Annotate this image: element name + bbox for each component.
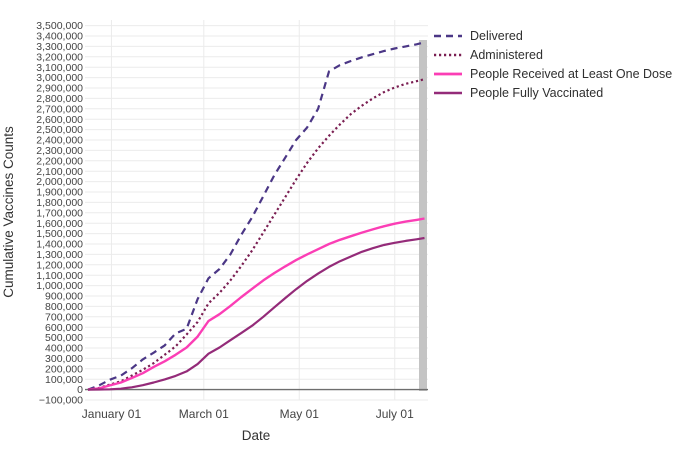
y-tick-label: 1,100,000 xyxy=(36,270,83,282)
y-tick-label: 2,400,000 xyxy=(36,135,83,147)
y-tick-label: 1,900,000 xyxy=(36,187,83,199)
series-line-delivered[interactable] xyxy=(87,41,425,391)
y-tick-label: 2,200,000 xyxy=(36,155,83,167)
x-tick-label: May 01 xyxy=(280,407,320,421)
y-tick-label: 3,200,000 xyxy=(36,51,83,63)
x-tick-label: January 01 xyxy=(82,407,142,421)
series-line-administered[interactable] xyxy=(87,78,425,391)
y-tick-label: 3,500,000 xyxy=(36,20,83,32)
legend-label: Delivered xyxy=(470,29,523,43)
right-edge-bar xyxy=(419,40,427,391)
legend-item-administered[interactable]: Administered xyxy=(433,47,672,63)
y-tick-label: 1,000,000 xyxy=(36,280,83,292)
legend: Delivered Administered People Received at … xyxy=(433,28,672,101)
series-line-people-fully-vaccinated[interactable] xyxy=(87,236,425,391)
y-tick-label: 3,300,000 xyxy=(36,41,83,53)
y-tick-label: 2,000,000 xyxy=(36,176,83,188)
y-axis-tick-labels: −100,0000100,000200,000300,000400,000500… xyxy=(36,20,83,406)
y-tick-label: 100,000 xyxy=(45,374,83,386)
y-tick-label: 1,800,000 xyxy=(36,197,83,209)
y-tick-label: 500,000 xyxy=(45,332,83,344)
y-tick-label: 3,100,000 xyxy=(36,62,83,74)
y-tick-label: 1,700,000 xyxy=(36,207,83,219)
x-tick-label: March 01 xyxy=(179,407,229,421)
legend-swatch-line xyxy=(434,34,462,38)
x-tick-label: July 01 xyxy=(376,407,414,421)
y-tick-label: 0 xyxy=(77,384,83,396)
y-tick-label: 300,000 xyxy=(45,353,83,365)
legend-swatch-line xyxy=(434,53,462,57)
y-tick-label: 2,600,000 xyxy=(36,114,83,126)
y-tick-label: 600,000 xyxy=(45,322,83,334)
data-series-lines xyxy=(87,41,425,391)
x-axis-title: Date xyxy=(242,428,271,443)
legend-item-people-received-at-least-one-dose[interactable]: People Received at Least One Dose xyxy=(433,66,672,82)
legend-item-delivered[interactable]: Delivered xyxy=(433,28,672,44)
y-tick-label: 900,000 xyxy=(45,291,83,303)
y-tick-label: 1,400,000 xyxy=(36,239,83,251)
legend-label: Administered xyxy=(470,48,543,62)
y-tick-label: 800,000 xyxy=(45,301,83,313)
y-tick-label: 2,100,000 xyxy=(36,166,83,178)
y-tick-label: −100,000 xyxy=(39,395,83,407)
y-tick-label: 400,000 xyxy=(45,343,83,355)
y-tick-label: 200,000 xyxy=(45,363,83,375)
y-tick-label: 1,600,000 xyxy=(36,218,83,230)
y-tick-label: 1,500,000 xyxy=(36,228,83,240)
y-tick-label: 2,300,000 xyxy=(36,145,83,157)
y-tick-label: 3,400,000 xyxy=(36,31,83,43)
y-tick-label: 2,700,000 xyxy=(36,103,83,115)
vertical-gridlines xyxy=(110,20,396,401)
horizontal-gridlines xyxy=(85,25,428,401)
y-tick-label: 2,900,000 xyxy=(36,83,83,95)
legend-item-people-fully-vaccinated[interactable]: People Fully Vaccinated xyxy=(433,85,672,101)
y-tick-label: 700,000 xyxy=(45,311,83,323)
x-axis-tick-labels: January 01 March 01 May 01 July 01 xyxy=(82,407,414,421)
y-tick-label: 2,500,000 xyxy=(36,124,83,136)
legend-label: People Fully Vaccinated xyxy=(470,86,604,100)
y-tick-label: 1,300,000 xyxy=(36,249,83,261)
series-line-people-received-at-least-one-dose[interactable] xyxy=(87,217,425,391)
legend-swatch-line xyxy=(434,72,462,76)
last-date-bar xyxy=(419,40,427,391)
legend-swatch-line xyxy=(434,91,462,95)
y-tick-label: 1,200,000 xyxy=(36,259,83,271)
y-axis-title: Cumulative Vaccines Counts xyxy=(1,126,16,298)
legend-label: People Received at Least One Dose xyxy=(470,67,673,81)
y-tick-label: 3,000,000 xyxy=(36,72,83,84)
y-tick-label: 2,800,000 xyxy=(36,93,83,105)
